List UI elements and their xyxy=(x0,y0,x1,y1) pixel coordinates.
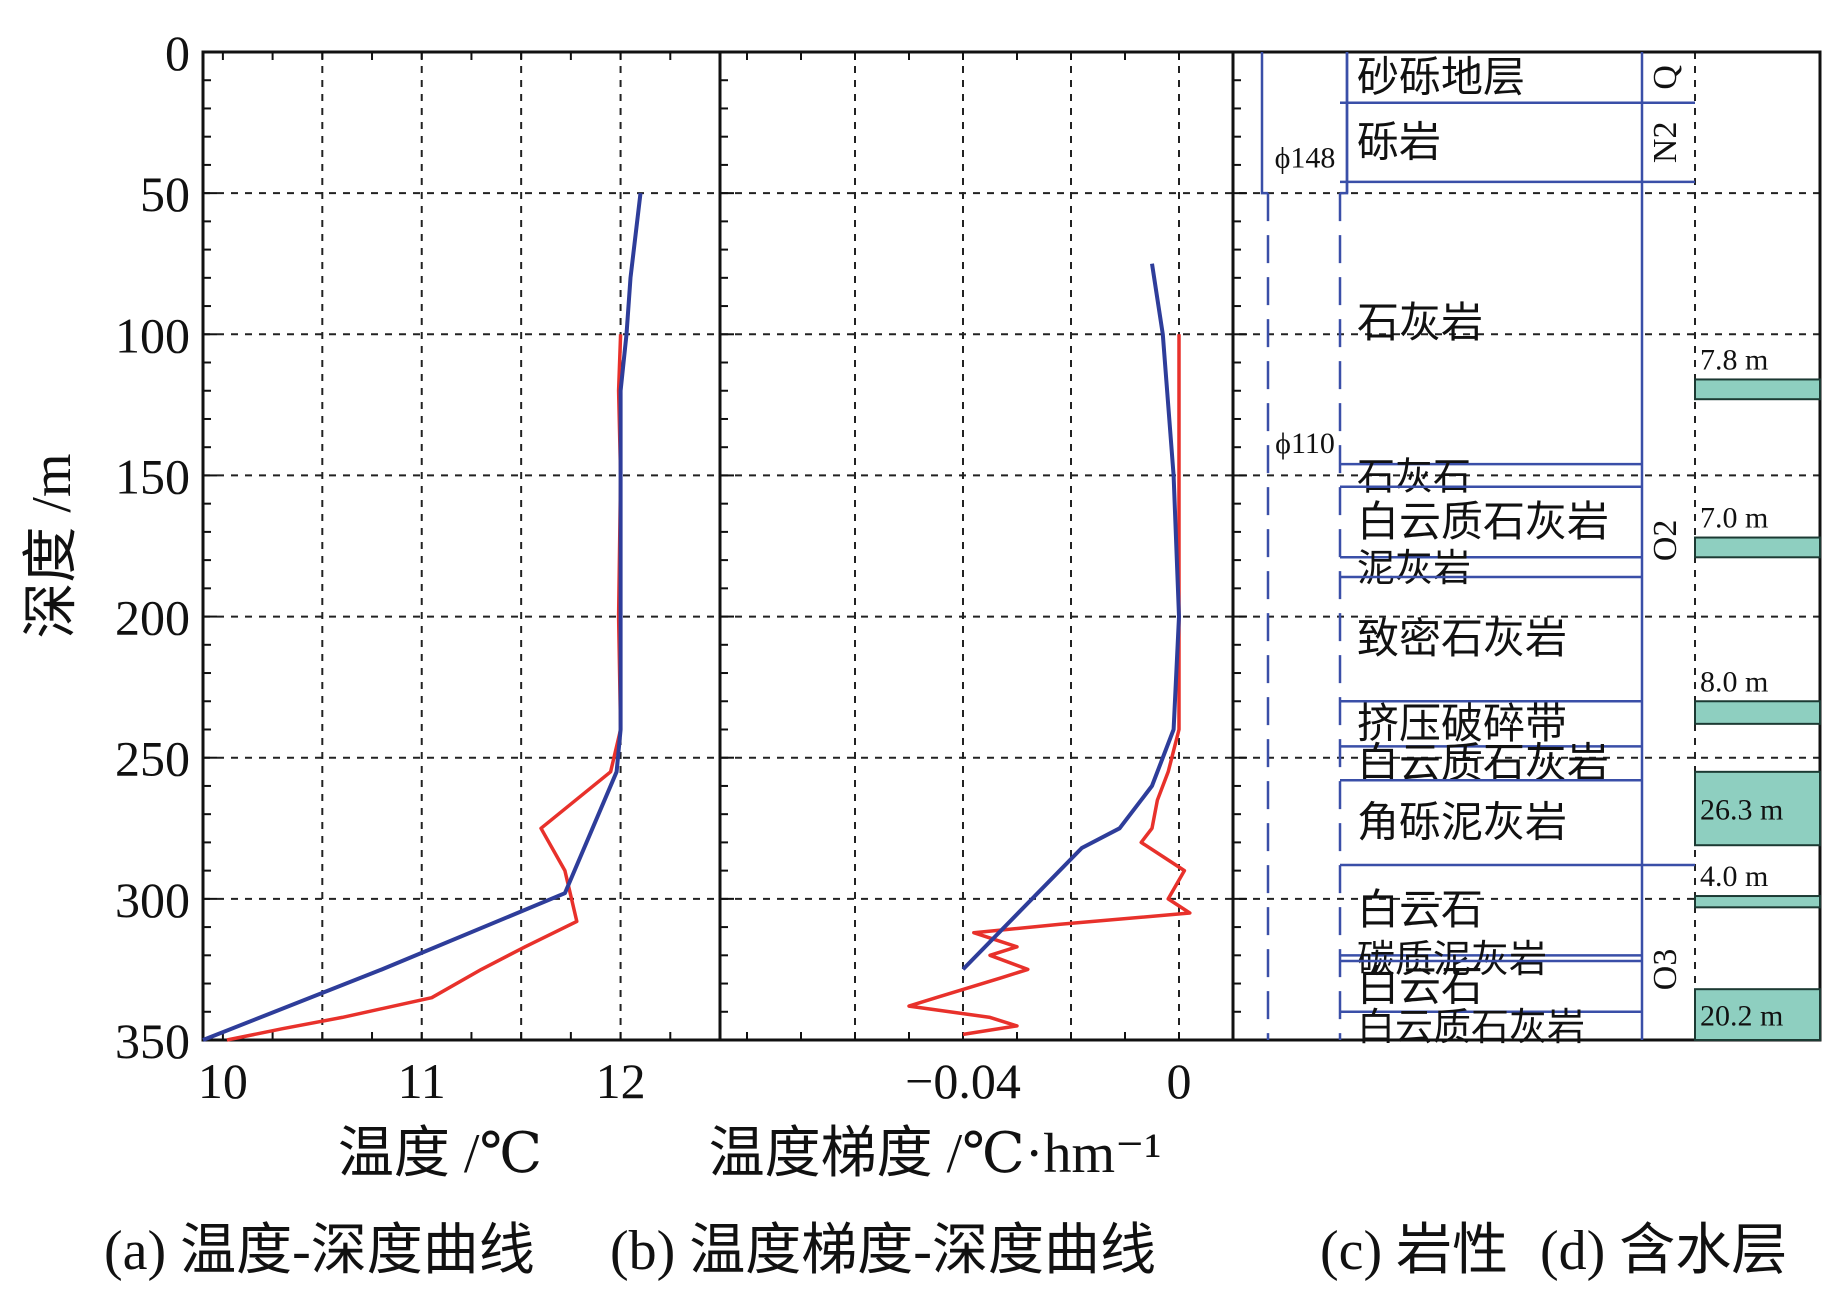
strata-label: O2 xyxy=(1647,520,1684,562)
aquifer-label: 8.0 m xyxy=(1700,665,1768,698)
layer-label: 挤压破碎带 xyxy=(1357,702,1567,748)
layer-label: 白云石 xyxy=(1357,964,1483,1010)
aquifer-label: 20.2 m xyxy=(1700,1000,1783,1033)
tick-marks xyxy=(203,51,1247,1041)
layer-label: 泥灰岩 xyxy=(1357,548,1471,590)
layer-label: 白云质石灰岩 xyxy=(1357,500,1609,546)
casing-label-upper: ϕ148 xyxy=(1275,142,1336,175)
x-tick-label-b: 0 xyxy=(1167,1053,1192,1109)
y-tick-label: 0 xyxy=(165,25,190,81)
y-tick-label: 350 xyxy=(115,1013,190,1069)
x-tick-label-a: 11 xyxy=(398,1053,446,1109)
layer-label: 砂砾地层 xyxy=(1357,55,1525,101)
aquifer-bar xyxy=(1694,895,1821,909)
lithology-column: ϕ148ϕ110砂砾地层砾岩石灰岩石灰石白云质石灰岩泥灰岩致密石灰岩挤压破碎带白… xyxy=(1260,52,1695,1049)
x-axis-label-b: 温度梯度 /℃·hm⁻¹ xyxy=(709,1123,1162,1185)
aquifer-bar xyxy=(1694,378,1821,401)
y-tick-label: 300 xyxy=(115,872,190,928)
aquifer-label: 4.0 m xyxy=(1700,860,1768,893)
casing-label-lower: ϕ110 xyxy=(1275,427,1335,460)
aquifer-label: 26.3 m xyxy=(1700,794,1783,827)
layer-label: 石灰岩 xyxy=(1357,301,1483,347)
data-series xyxy=(202,192,1192,1042)
panel-frames xyxy=(201,50,1822,1042)
x-tick-label-a: 10 xyxy=(198,1053,248,1109)
series-line-a-0 xyxy=(226,334,623,1042)
y-axis-label: 深度 /m xyxy=(21,453,83,638)
aquifer-bar xyxy=(1694,700,1821,725)
layer-label: 白云石 xyxy=(1357,888,1483,934)
strata-label: N2 xyxy=(1647,122,1684,164)
strata-label: O3 xyxy=(1647,949,1684,991)
caption-a: (a) 温度-深度曲线 xyxy=(104,1220,535,1282)
caption-c: (c) 岩性 xyxy=(1320,1220,1509,1282)
aquifer-bar xyxy=(1694,770,1821,847)
y-tick-label: 100 xyxy=(115,307,190,363)
aquifer-column: 7.8 m 7.0 m 8.0 m 26.3 m 4.0 m 20.2 m xyxy=(1694,343,1821,1042)
x-axis-label-a: 温度 /℃ xyxy=(338,1123,542,1185)
y-tick-label: 50 xyxy=(140,166,190,222)
x-tick-label-b: −0.04 xyxy=(905,1053,1021,1109)
layer-label: 砾岩 xyxy=(1357,120,1441,166)
layer-label: 致密石灰岩 xyxy=(1357,616,1567,663)
casing-line-upper-left xyxy=(1260,52,1268,195)
aquifer-label: 7.0 m xyxy=(1700,502,1768,535)
strata-label: Q xyxy=(1647,65,1684,90)
layer-label: 角砾泥灰岩 xyxy=(1357,801,1567,847)
x-tick-label-a: 12 xyxy=(596,1053,646,1109)
layer-label: 白云质石灰岩 xyxy=(1357,1007,1585,1049)
caption-d: (d) 含水层 xyxy=(1540,1220,1788,1282)
series-line-b-0 xyxy=(907,334,1192,1037)
aquifer-bar xyxy=(1694,536,1821,559)
layer-label: 石灰石 xyxy=(1357,456,1471,498)
y-tick-label: 150 xyxy=(115,448,190,504)
aquifer-bar xyxy=(1694,988,1821,1042)
y-tick-label: 200 xyxy=(115,590,190,646)
aquifer-label: 7.8 m xyxy=(1700,343,1768,376)
series-line-a-1 xyxy=(202,192,643,1042)
caption-b: (b) 温度梯度-深度曲线 xyxy=(610,1220,1156,1282)
series-line-b-1 xyxy=(961,263,1181,971)
y-tick-label: 250 xyxy=(115,731,190,787)
